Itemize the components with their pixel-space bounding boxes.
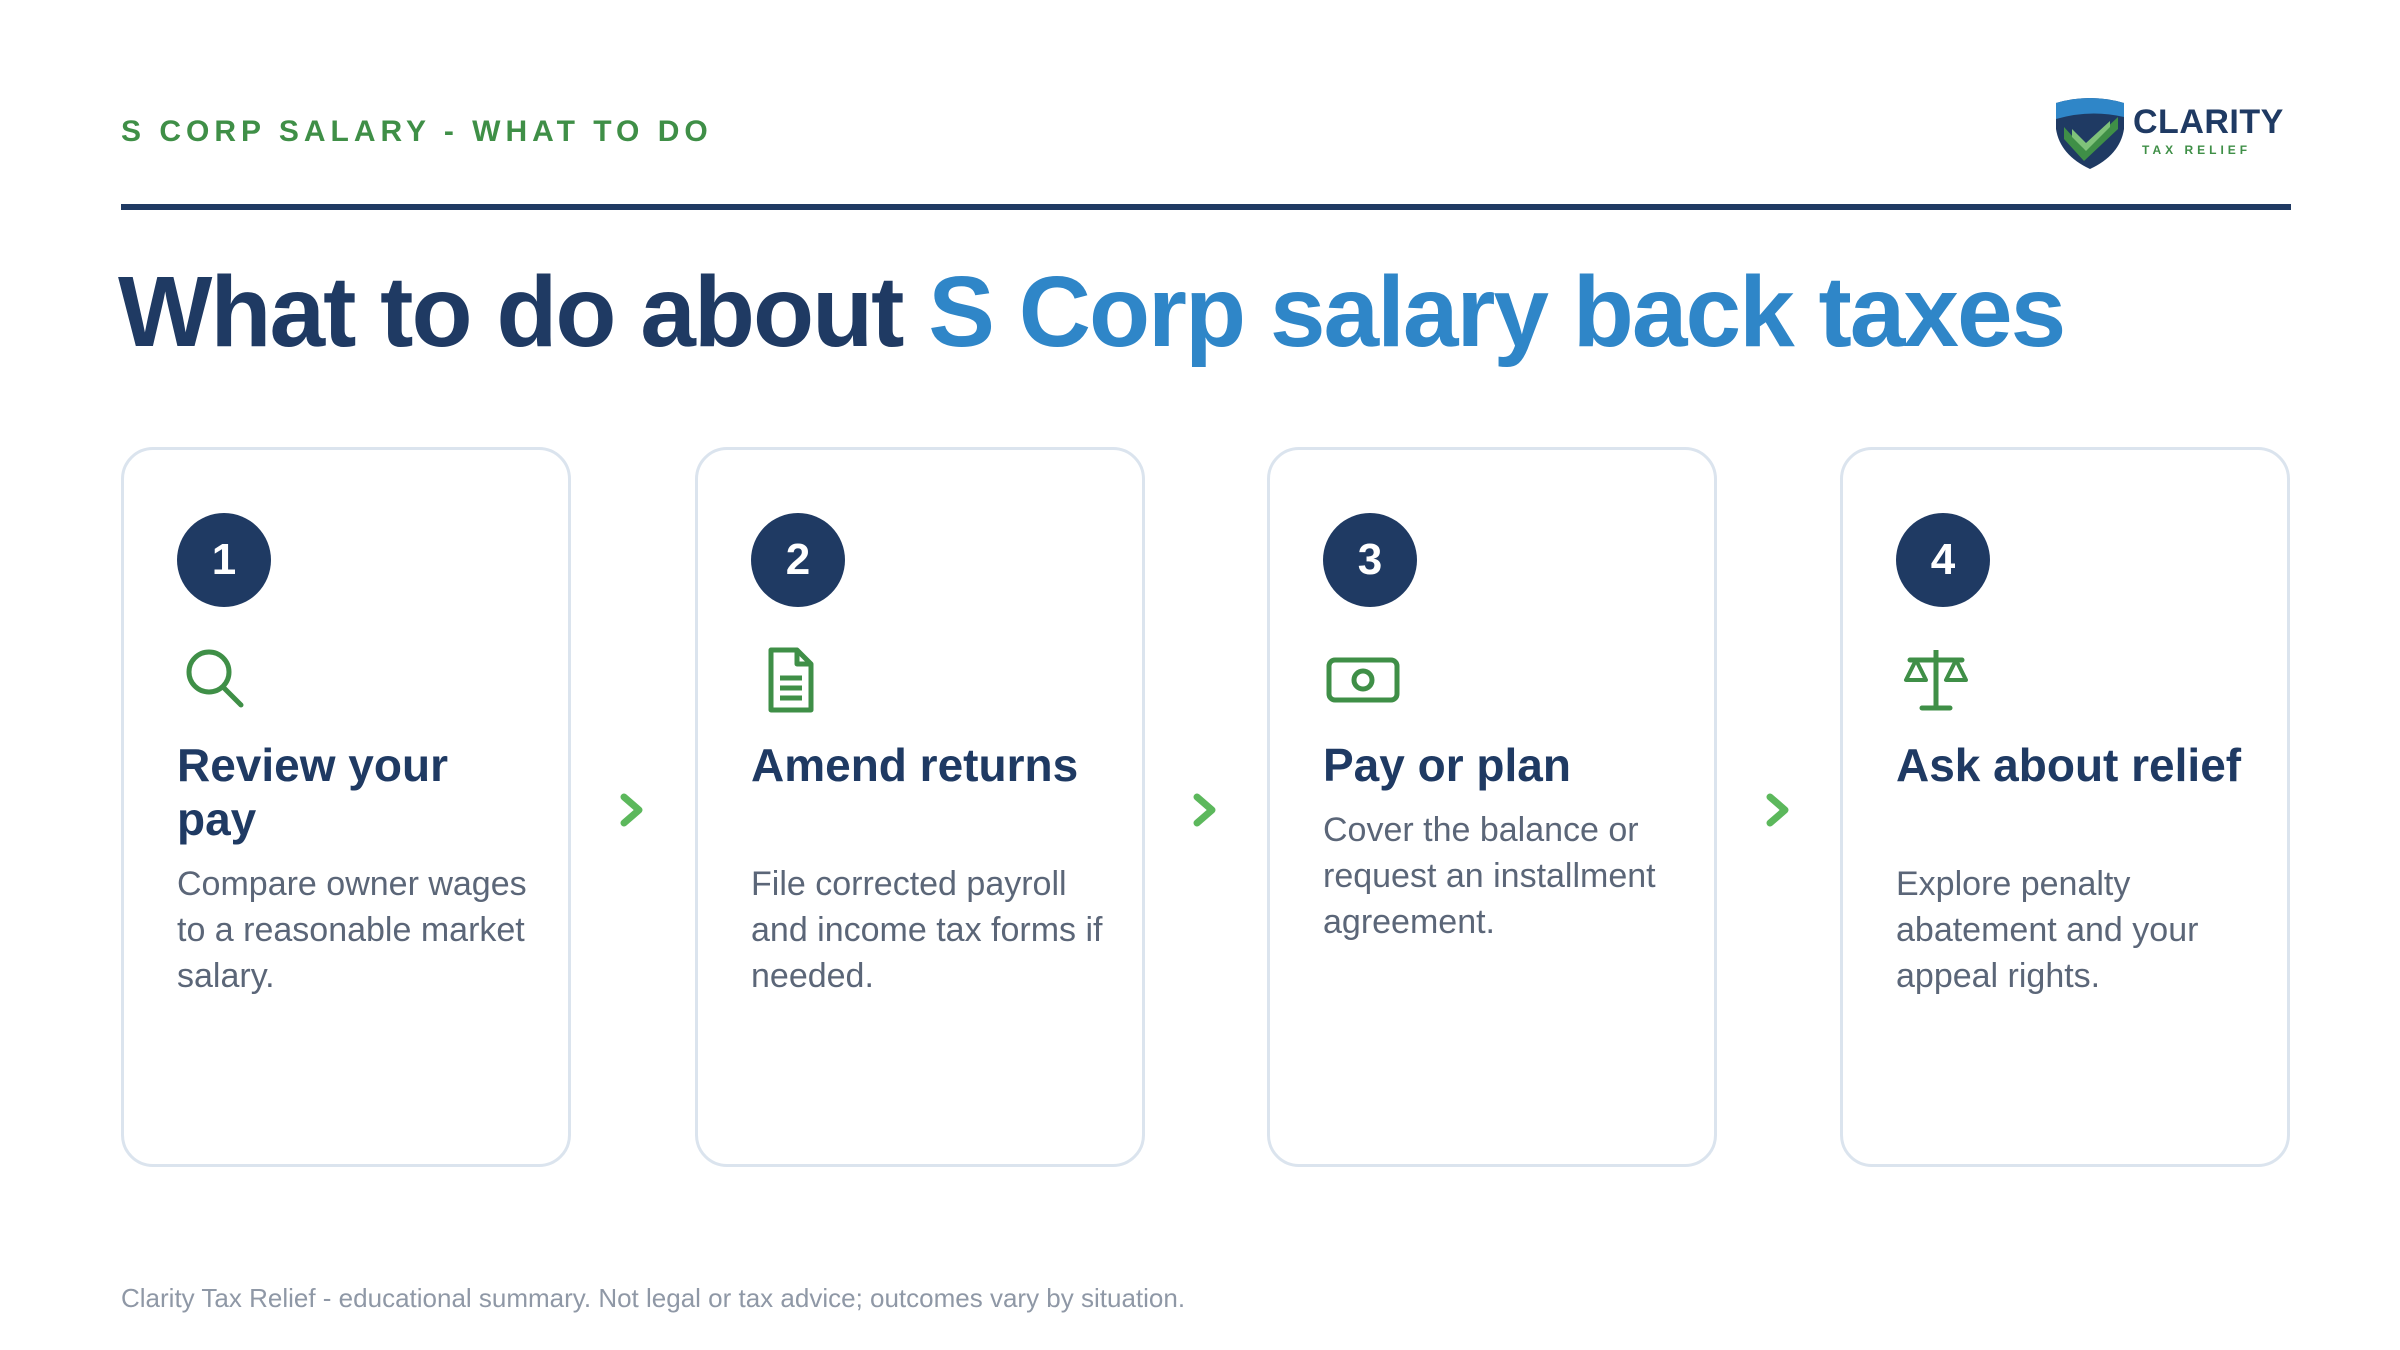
header-divider [121,204,2291,210]
search-icon [186,649,244,708]
step-description: File corrected payroll and income tax fo… [751,865,1103,995]
step-number-badge: 1 [177,513,271,607]
logo-tagline: TAX RELIEF [2142,143,2252,157]
step-card-1: 1 Review your pay Compare owner wages to… [121,447,571,1167]
step-number-badge: 3 [1323,513,1417,607]
chevron-right-icon [1766,793,1789,827]
step-title: Amend returns [751,739,1079,791]
document-icon [768,647,814,713]
chevron-right-icon [1193,793,1216,827]
chevron-right-icon [620,793,643,827]
clarity-logo: CLARITY TAX RELIEF [2050,95,2290,170]
title-lead: What to do about [118,256,904,368]
step-number-badge: 4 [1896,513,1990,607]
cash-icon [1326,657,1400,703]
eyebrow-label: S CORP SALARY - WHAT TO DO [121,115,713,148]
step-card-2: 2 Amend returns File corrected payroll a… [695,447,1145,1167]
step-card-4: 4 Ask about relief Explore penalty abate… [1840,447,2290,1167]
step-card-3: 3 Pay or plan Cover the balance or reque… [1267,447,1717,1167]
step-number-badge: 2 [751,513,845,607]
step-description: Cover the balance or request an installm… [1323,811,1656,941]
scales-icon [1904,650,1968,711]
footer-disclaimer: Clarity Tax Relief - educational summary… [121,1283,1186,1313]
step-description: Explore penalty abatement and your appea… [1896,865,2199,995]
step-title: Review your pay [177,739,448,845]
page-title: What to do about S Corp salary back taxe… [118,255,2066,370]
step-title: Pay or plan [1323,739,1571,791]
shield-logo-icon [2056,98,2124,169]
step-description: Compare owner wages to a reasonable mark… [177,865,527,995]
title-accent: S Corp salary back taxes [928,256,2066,368]
logo-wordmark: CLARITY [2133,103,2284,141]
step-title: Ask about relief [1896,739,2242,791]
